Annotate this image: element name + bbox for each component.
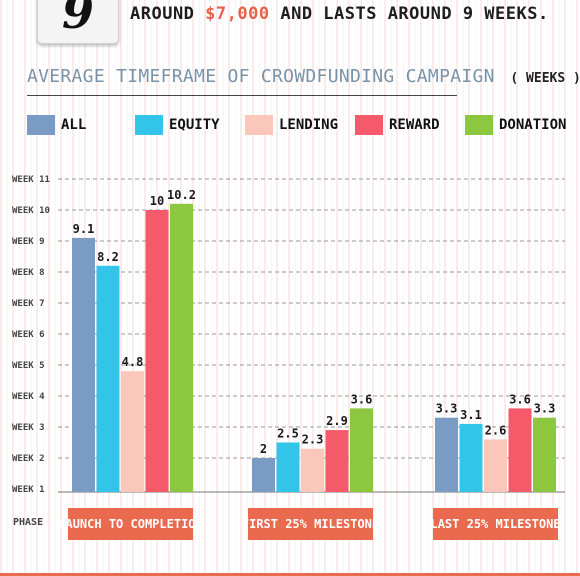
bar-all [252, 458, 275, 492]
legend: ALL EQUITY LENDING REWARD DONATION [0, 112, 580, 138]
bar-reward [325, 430, 349, 492]
bar-all [72, 237, 95, 492]
legend-item-equity: EQUITY [135, 112, 220, 138]
y-tick-label: WEEK 10 [12, 206, 50, 216]
bar-lending [301, 448, 324, 492]
headline-prefix: AROUND [130, 4, 195, 24]
legend-label-reward: REWARD [389, 117, 440, 133]
bar-donation [170, 203, 193, 493]
data-label-all: 3.3 [436, 402, 458, 416]
x-axis-label: PHASE [13, 517, 44, 528]
bar-equity [459, 423, 483, 492]
bar-donation [533, 417, 556, 492]
chart-unit: ( WEEKS ) [510, 71, 580, 86]
legend-item-all: ALL [27, 112, 86, 138]
bottom-divider [0, 573, 580, 576]
data-label-reward: 2.9 [326, 414, 348, 428]
data-label-reward: 10 [150, 194, 164, 208]
title-underline [27, 95, 457, 96]
y-tick-label: WEEK 8 [12, 268, 45, 278]
legend-label-lending: LENDING [279, 117, 339, 133]
data-label-equity: 3.1 [460, 408, 482, 422]
bar-equity [276, 442, 300, 492]
data-label-equity: 8.2 [97, 250, 119, 264]
bar-all [435, 417, 458, 492]
bar-lending [484, 439, 507, 492]
legend-swatch-donation [465, 115, 493, 135]
legend-swatch-equity [135, 115, 163, 135]
legend-item-reward: REWARD [355, 112, 440, 138]
category-label-launch: LAUNCH TO COMPLETION [58, 508, 203, 540]
y-tick-label: WEEK 7 [12, 299, 45, 309]
data-label-equity: 2.5 [277, 427, 299, 441]
data-label-lending: 4.8 [122, 355, 144, 369]
legend-label-donation: DONATION [499, 117, 567, 133]
calendar-number: 9 [61, 0, 94, 39]
category-label-first-milestone: FIRST 25% MILESTONE [242, 508, 379, 540]
legend-swatch-reward [355, 115, 383, 135]
data-label-all: 9.1 [73, 222, 95, 236]
legend-item-donation: DONATION [465, 112, 566, 138]
legend-swatch-lending [245, 115, 273, 135]
headline-suffix: AND LASTS AROUND 9 WEEKS. [280, 4, 549, 24]
chart-title-row: AVERAGE TIMEFRAME OF CROWDFUNDING CAMPAI… [27, 66, 580, 87]
bar-reward [145, 210, 169, 492]
data-label-donation: 3.6 [351, 392, 373, 406]
y-tick-label: WEEK 6 [12, 330, 45, 340]
calendar-icon: 9 [37, 0, 119, 44]
y-tick-label: WEEK 9 [12, 237, 45, 247]
data-label-donation: 10.2 [167, 188, 196, 202]
legend-swatch-all [27, 115, 55, 135]
data-label-donation: 3.3 [534, 402, 556, 416]
data-label-all: 2 [260, 442, 267, 456]
data-label-lending: 2.3 [302, 433, 324, 447]
legend-label-equity: EQUITY [169, 117, 220, 133]
y-tick-label: WEEK 3 [12, 423, 45, 433]
y-tick-label: WEEK 2 [12, 454, 45, 464]
bar-reward [508, 408, 532, 492]
y-tick-label: WEEK 1 [12, 485, 45, 495]
legend-label-all: ALL [61, 117, 87, 133]
y-tick-label: WEEK 4 [12, 392, 45, 402]
bar-donation [350, 408, 373, 492]
legend-item-lending: LENDING [245, 112, 338, 138]
bar-lending [121, 371, 144, 492]
y-tick-label: WEEK 11 [12, 175, 50, 185]
headline: AROUND $7,000 AND LASTS AROUND 9 WEEKS. [130, 4, 549, 24]
chart-title: AVERAGE TIMEFRAME OF CROWDFUNDING CAMPAI… [27, 66, 495, 87]
category-label-last-milestone: LAST 25% MILESTONE [430, 508, 561, 540]
bar-equity [96, 265, 120, 492]
headline-money: $7,000 [205, 4, 270, 24]
data-label-lending: 2.6 [485, 423, 507, 437]
y-tick-label: WEEK 5 [12, 361, 45, 371]
data-label-reward: 3.6 [509, 392, 531, 406]
